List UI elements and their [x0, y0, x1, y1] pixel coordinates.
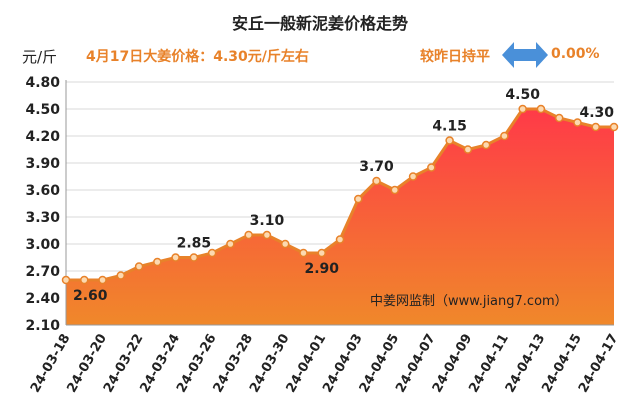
data-point [481, 140, 491, 150]
data-labels: 2.60 2.85 3.10 2.90 3.70 4.15 4.50 4.30 [73, 87, 614, 304]
data-point [408, 172, 418, 181]
data-point [189, 253, 199, 262]
data-point [116, 271, 126, 280]
data-label: 2.85 [177, 236, 212, 252]
chart-title: 安丘一般新泥姜价格走势 [231, 14, 408, 33]
data-point [518, 104, 527, 114]
data-label: 3.70 [359, 159, 394, 175]
change-value: 0.00% [551, 46, 600, 62]
data-label: 4.30 [579, 105, 614, 121]
y-tick-label: 3.00 [25, 237, 60, 253]
data-point [98, 275, 107, 285]
data-point [591, 122, 600, 132]
data-point [335, 235, 345, 244]
data-point [573, 118, 582, 127]
data-point [134, 262, 144, 271]
y-tick-label: 4.80 [25, 75, 60, 91]
data-point [354, 194, 363, 204]
unit-label: 元/斤 [22, 48, 58, 66]
y-tick-label: 3.90 [25, 156, 60, 172]
price-area [66, 109, 614, 325]
y-tick-label: 2.40 [25, 291, 60, 307]
data-label: 4.50 [505, 87, 540, 103]
data-point [153, 257, 162, 267]
y-tick-label: 2.70 [25, 264, 60, 280]
y-tick-label: 4.20 [25, 129, 60, 145]
y-axis-ticks: 2.10 2.40 2.70 3.00 3.30 3.60 3.90 4.20 4.50 4.80 [25, 75, 60, 334]
y-tick-label: 3.60 [25, 183, 60, 199]
data-label: 2.90 [304, 261, 339, 277]
data-point [207, 248, 217, 258]
data-point [463, 145, 473, 154]
data-point [61, 275, 71, 285]
change-label: 较昨日持平 [420, 49, 490, 65]
double-arrow-icon [502, 42, 548, 68]
y-tick-label: 3.30 [25, 210, 60, 226]
data-point [445, 136, 454, 145]
data-point [226, 239, 235, 249]
data-point [317, 248, 326, 258]
data-label: 3.10 [250, 213, 285, 229]
x-axis-ticks: 24-03-1824-03-2024-03-2224-03-2424-03-26… [28, 332, 622, 396]
price-note: 4月17日大姜价格：4.30元/斤左右 [86, 49, 309, 65]
data-point [390, 185, 400, 195]
data-point [244, 230, 253, 240]
watermark: 中姜网监制（www.jiang7.com） [370, 294, 568, 309]
data-point [80, 275, 89, 285]
data-label: 2.60 [73, 288, 108, 304]
data-point [427, 163, 436, 172]
data-point [554, 113, 564, 123]
data-point [299, 248, 308, 258]
data-point [171, 253, 180, 262]
y-tick-label: 2.10 [25, 318, 60, 334]
data-markers [61, 104, 619, 285]
data-label: 4.15 [432, 119, 467, 135]
data-point [536, 104, 546, 114]
data-point [500, 131, 509, 141]
y-tick-label: 4.50 [25, 102, 60, 118]
data-point [280, 239, 290, 249]
data-point [262, 230, 272, 240]
data-point [609, 122, 619, 132]
data-point [372, 176, 381, 186]
